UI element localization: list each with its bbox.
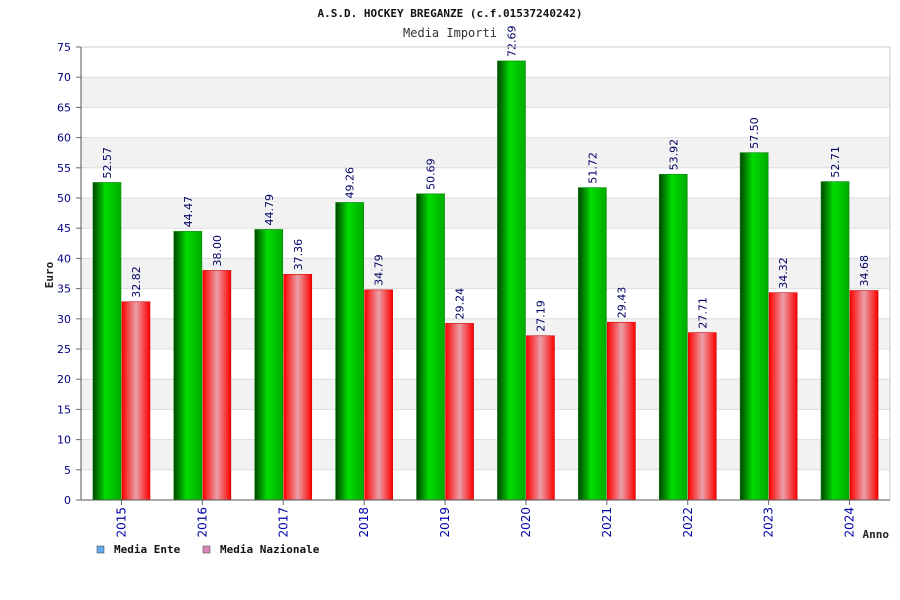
plot-band <box>81 379 890 410</box>
value-label-nazionale-2021: 29.43 <box>615 287 628 319</box>
y-tick-label: 65 <box>57 101 71 114</box>
plot-background <box>81 77 890 470</box>
y-tick-label: 55 <box>57 162 71 175</box>
x-tick-label-2022: 2022 <box>681 507 695 538</box>
value-label-ente-2021: 51.72 <box>586 152 599 184</box>
x-tick-label-2017: 2017 <box>276 507 290 538</box>
plot-band <box>81 137 890 168</box>
value-label-nazionale-2024: 34.68 <box>858 255 871 287</box>
plot-band <box>81 439 890 470</box>
legend-label-nazionale: Media Nazionale <box>220 543 320 556</box>
bar-nazionale-2019 <box>445 323 474 501</box>
x-tick-label-2024: 2024 <box>843 507 857 538</box>
value-label-nazionale-2020: 27.19 <box>534 300 547 332</box>
plot-band <box>81 318 890 349</box>
bar-ente-2024 <box>820 181 850 501</box>
value-label-ente-2016: 44.47 <box>182 196 195 228</box>
value-label-ente-2023: 57.50 <box>748 117 761 149</box>
value-label-ente-2020: 72.69 <box>505 25 518 57</box>
bar-ente-2022 <box>658 174 688 501</box>
legend-swatch-nazionale <box>202 545 211 554</box>
y-axis-ticks: 0 5 10 15 20 25 30 35 40 45 50 55 60 65 70 75 <box>57 41 81 507</box>
y-axis-label: Euro <box>43 261 56 288</box>
bar-nazionale-2022 <box>687 332 717 501</box>
y-tick-label: 60 <box>57 132 71 145</box>
bar-ente-2017 <box>254 229 284 501</box>
value-label-ente-2018: 49.26 <box>344 167 357 199</box>
y-tick-label: 50 <box>57 192 71 205</box>
y-tick-label: 20 <box>57 373 71 386</box>
plot-band <box>81 258 890 289</box>
y-tick-label: 0 <box>64 494 71 507</box>
value-label-ente-2015: 52.57 <box>101 147 114 179</box>
x-tick-label-2015: 2015 <box>114 507 128 538</box>
x-tick-label-2021: 2021 <box>600 507 614 538</box>
bar-nazionale-2016 <box>202 270 232 501</box>
value-label-ente-2017: 44.79 <box>263 194 276 226</box>
bar-nazionale-2024 <box>849 290 879 501</box>
legend: Media Ente Media Nazionale <box>96 543 320 556</box>
bar-ente-2020 <box>497 60 526 501</box>
bar-ente-2023 <box>739 152 769 501</box>
x-axis-label: Anno <box>863 528 890 541</box>
bar-nazionale-2018 <box>364 289 393 501</box>
bar-ente-2018 <box>335 202 364 501</box>
y-tick-label: 40 <box>57 252 71 265</box>
x-tick-label-2016: 2016 <box>195 507 209 538</box>
x-tick-label-2018: 2018 <box>357 507 371 538</box>
value-label-nazionale-2015: 32.82 <box>130 266 143 298</box>
axes <box>80 46 891 501</box>
value-label-nazionale-2019: 29.24 <box>454 288 467 320</box>
bar-nazionale-2021 <box>607 321 636 501</box>
legend-label-ente: Media Ente <box>114 543 181 556</box>
x-tick-label-2023: 2023 <box>762 507 776 538</box>
value-label-nazionale-2017: 37.36 <box>292 239 305 271</box>
y-tick-label: 30 <box>57 313 71 326</box>
bar-nazionale-2023 <box>768 292 798 501</box>
chart-title: A.S.D. HOCKEY BREGANZE (c.f.01537240242) <box>318 7 583 20</box>
value-labels: 52.57 32.82 44.47 38.00 44.79 37.36 49.26 34.79… <box>101 25 871 331</box>
y-tick-label: 45 <box>57 222 71 235</box>
bar-ente-2016 <box>173 231 203 501</box>
bar-ente-2019 <box>416 193 445 501</box>
y-tick-label: 10 <box>57 434 71 447</box>
x-tick-label-2020: 2020 <box>519 507 533 538</box>
plot-band <box>81 77 890 108</box>
x-axis-ticks: 2015 2016 2017 2018 2019 2020 2021 2022 2023 2024 <box>114 500 857 538</box>
value-label-ente-2022: 53.92 <box>667 139 680 171</box>
bar-nazionale-2017 <box>283 274 313 501</box>
y-tick-label: 5 <box>64 464 71 477</box>
y-tick-label: 25 <box>57 343 71 356</box>
legend-swatch-ente <box>96 545 105 554</box>
bar-nazionale-2020 <box>526 335 555 501</box>
value-label-nazionale-2016: 38.00 <box>211 235 224 267</box>
chart-subtitle: Media Importi <box>403 26 497 40</box>
value-label-nazionale-2023: 34.32 <box>777 257 790 289</box>
y-tick-label: 70 <box>57 71 71 84</box>
value-label-ente-2019: 50.69 <box>425 158 438 190</box>
value-label-nazionale-2018: 34.79 <box>373 254 386 286</box>
y-tick-label: 75 <box>57 41 71 54</box>
value-label-nazionale-2022: 27.71 <box>696 297 709 329</box>
bar-ente-2021 <box>578 187 607 501</box>
x-tick-label-2019: 2019 <box>438 507 452 538</box>
bar-nazionale-2015 <box>121 301 151 501</box>
bar-ente-2015 <box>92 182 122 501</box>
value-label-ente-2024: 52.71 <box>829 146 842 178</box>
plot-band <box>81 198 890 229</box>
y-tick-label: 35 <box>57 283 71 296</box>
y-tick-label: 15 <box>57 403 71 416</box>
bars <box>92 60 879 501</box>
